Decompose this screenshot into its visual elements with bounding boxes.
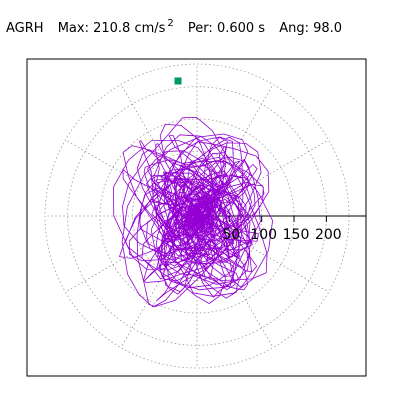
- plot-header: AGRH Max: 210.8 cm/s 2 Per: 0.600 s Ang: …: [6, 18, 342, 36]
- ang-value: 98.0: [313, 21, 343, 36]
- grid-spoke: [196, 84, 274, 217]
- radial-tick-label: 150: [283, 227, 310, 243]
- radial-tick-labels: 50 100 150 200: [222, 227, 341, 243]
- station-code: AGRH: [6, 21, 44, 36]
- radial-tick-label: 50: [222, 227, 240, 243]
- orbit-trace-path: [113, 117, 273, 308]
- grid-spoke: [196, 139, 329, 217]
- radial-tick-label: 100: [250, 227, 277, 243]
- max-unit-exponent: 2: [167, 18, 174, 29]
- max-value: 210.8 cm/s: [93, 21, 166, 36]
- peak-marker: [174, 77, 182, 85]
- peak-marker-group: [174, 77, 182, 85]
- plot-frame: [26, 58, 367, 377]
- max-label: Max:: [57, 21, 89, 36]
- per-value: 0.600 s: [216, 21, 266, 36]
- polar-axes: [197, 215, 366, 222]
- radial-tick-label: 200: [315, 227, 342, 243]
- ang-label: Ang:: [279, 21, 309, 36]
- per-label: Per:: [187, 21, 213, 36]
- orbit-trace: [113, 117, 273, 308]
